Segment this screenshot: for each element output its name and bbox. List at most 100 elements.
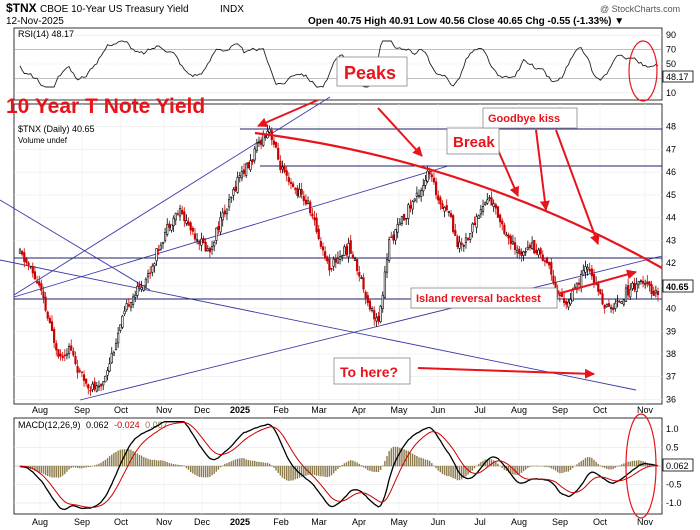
macd-hist-bar bbox=[286, 466, 288, 481]
candle-body bbox=[65, 353, 69, 356]
candle-body bbox=[95, 385, 98, 392]
macd-hist-bar bbox=[202, 466, 205, 478]
candle-body bbox=[565, 301, 568, 305]
month-label: Dec bbox=[194, 517, 211, 527]
arrow-to-here bbox=[417, 367, 595, 379]
macd-hist-bar bbox=[386, 456, 388, 467]
rising-channel-line bbox=[13, 165, 449, 298]
candle-body bbox=[97, 385, 101, 388]
macd-hist-bar bbox=[411, 453, 414, 467]
macd-hist-bar bbox=[151, 459, 153, 467]
macd-hist-bar bbox=[422, 458, 424, 467]
island-box bbox=[410, 287, 558, 309]
macd-hist-bar bbox=[307, 466, 309, 476]
macd-hist-bar bbox=[145, 457, 147, 467]
candle-body bbox=[629, 289, 632, 298]
macd-hist-bar bbox=[650, 464, 653, 467]
candle-body bbox=[155, 248, 158, 262]
candle-body bbox=[324, 251, 327, 259]
rsi-tick-label: 10 bbox=[666, 88, 676, 98]
macd-hist-bar bbox=[271, 465, 273, 467]
candle-body bbox=[338, 256, 342, 260]
candle-body bbox=[588, 269, 591, 272]
candle-body bbox=[458, 241, 461, 249]
macd-hist-bar bbox=[610, 466, 612, 470]
candle-body bbox=[402, 213, 406, 221]
macd-hist-bar bbox=[420, 457, 422, 467]
macd-hist-bar bbox=[426, 459, 429, 467]
candle-body bbox=[641, 280, 645, 284]
macd-hist-bar bbox=[298, 466, 301, 478]
candle-body bbox=[469, 233, 472, 240]
candle-body bbox=[362, 277, 365, 290]
macd-hist-bar bbox=[403, 449, 405, 467]
candle-body bbox=[462, 245, 465, 247]
macd-hist-bar bbox=[226, 463, 228, 467]
macd-hist-bar bbox=[260, 461, 262, 467]
candle-body bbox=[409, 205, 412, 209]
macd-hist-bar bbox=[281, 466, 284, 478]
macd-hist-bar bbox=[627, 461, 629, 467]
macd-hist-bar bbox=[102, 461, 104, 467]
macd-hist-bar bbox=[74, 466, 77, 468]
candle-body bbox=[104, 375, 107, 383]
month-label: May bbox=[390, 405, 408, 415]
candle-body bbox=[223, 210, 226, 215]
macd-hist-bar bbox=[36, 466, 38, 472]
macd-hist-bar bbox=[561, 466, 563, 474]
candle-body bbox=[29, 265, 32, 268]
macd-hist-bar bbox=[264, 462, 267, 467]
macd-hist-bar bbox=[452, 466, 454, 479]
macd-hist-bar bbox=[49, 466, 51, 477]
candle-body bbox=[87, 384, 90, 389]
candle-body bbox=[499, 214, 502, 223]
candle-body bbox=[46, 311, 49, 319]
candle-body bbox=[31, 266, 34, 274]
candle-body bbox=[268, 128, 271, 133]
macd-hist-bar bbox=[42, 466, 45, 474]
candle-body bbox=[102, 381, 105, 386]
candle-body bbox=[72, 350, 75, 356]
macd-hist-bar bbox=[117, 450, 119, 467]
candle-body bbox=[644, 283, 647, 286]
candle-body bbox=[138, 284, 141, 288]
macd-hist-bar bbox=[324, 466, 326, 477]
macd-hist-bar bbox=[187, 466, 190, 470]
candle-body bbox=[417, 195, 421, 197]
price-tick-label: 45 bbox=[666, 190, 676, 200]
macd-hist-bar bbox=[392, 446, 395, 467]
candle-body bbox=[505, 234, 508, 237]
macd-hist-bar bbox=[456, 466, 459, 481]
candle-body bbox=[247, 162, 250, 169]
macd-hist-bar bbox=[249, 460, 252, 467]
macd-hist-bar bbox=[192, 466, 194, 474]
month-label: Aug bbox=[511, 405, 527, 415]
macd-hist-bar bbox=[111, 454, 113, 467]
macd-hist-bar bbox=[175, 464, 177, 467]
candle-body bbox=[230, 196, 233, 199]
macd-hist-bar bbox=[437, 466, 439, 471]
macd-hist-bar bbox=[354, 461, 356, 467]
candle-body bbox=[217, 225, 220, 230]
break-label: Break bbox=[453, 134, 495, 151]
month-label: Sep bbox=[74, 517, 90, 527]
macd-hist-bar bbox=[606, 466, 608, 469]
candle-body bbox=[622, 299, 625, 305]
candle-body bbox=[292, 183, 295, 188]
macd-hist-bar bbox=[390, 448, 392, 467]
candle-body bbox=[225, 208, 229, 215]
macd-hist-bar bbox=[217, 466, 220, 470]
candle-body bbox=[503, 224, 506, 234]
month-label: Aug bbox=[511, 517, 527, 527]
macd-signal-line bbox=[19, 421, 658, 508]
macd-hist-bar bbox=[34, 466, 36, 471]
macd-tick-label: 1.0 bbox=[666, 424, 679, 434]
macd-hist-bar bbox=[497, 463, 499, 467]
candle-body bbox=[99, 384, 103, 387]
candle-body bbox=[176, 213, 179, 215]
macd-hist-bar bbox=[57, 466, 60, 478]
candle-body bbox=[635, 283, 638, 292]
month-label: 2025 bbox=[230, 517, 250, 527]
rsi-axis: 9070503010 bbox=[666, 30, 676, 98]
macd-hist-bar bbox=[571, 466, 574, 468]
